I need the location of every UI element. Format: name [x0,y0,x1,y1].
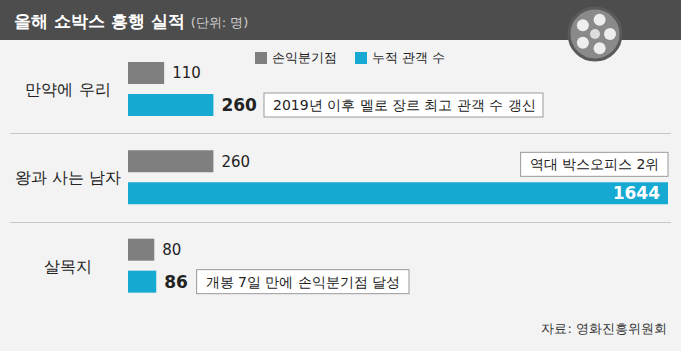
svg-text:역대 박스오피스 2위: 역대 박스오피스 2위 [530,156,660,172]
svg-text:80: 80 [162,241,181,259]
svg-text:살목지: 살목지 [44,257,92,276]
html-text:누적 관객 수: 누적 관객 수 [372,50,446,65]
svg-text:왕과 사는 남자: 왕과 사는 남자 [15,168,121,187]
svg-text:260: 260 [221,153,250,171]
svg-text:110: 110 [172,64,201,82]
svg-text:260: 260 [221,95,257,115]
html-text:올해 쇼박스 흥행 실적 (단위: 명): 올해 쇼박스 흥행 실적 (단위: 명) [14,11,249,31]
svg-text:개봉 7일 만에 손익분기점 달성: 개봉 7일 만에 손익분기점 달성 [206,274,401,290]
svg-text:2019년 이후 멜로 장르 최고 관객 수 갱신: 2019년 이후 멜로 장르 최고 관객 수 갱신 [273,97,536,113]
html-text:손익분기점: 손익분기점 [272,50,337,65]
svg-text:86: 86 [164,272,188,292]
svg-text:만약에 우리: 만약에 우리 [25,80,110,99]
svg-text:1644: 1644 [613,183,660,203]
html-text:자료: 영화진흥위원회: 자료: 영화진흥위원회 [541,321,667,336]
